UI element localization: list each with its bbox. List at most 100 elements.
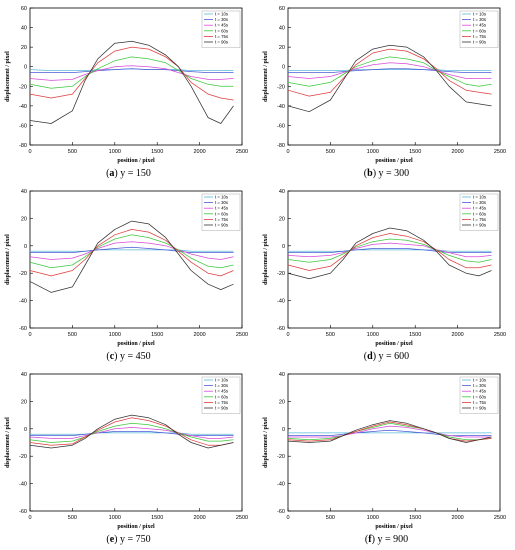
x-tick-label: 2500 (236, 515, 248, 521)
x-tick-label: 1500 (409, 149, 421, 155)
x-tick-label: 2500 (494, 332, 506, 338)
legend-label: t = 10s (215, 378, 228, 383)
legend-box (201, 10, 241, 48)
x-tick-label: 1500 (409, 332, 421, 338)
series-line-5 (29, 46, 234, 101)
series-line-3 (29, 241, 234, 260)
legend-label: t = 45s (215, 23, 228, 28)
panel-caption: (d) y = 600 (363, 351, 410, 362)
x-axis-label: position / pixel (117, 158, 155, 164)
panel-caption-text: y = 300 (378, 168, 410, 179)
chart-panel-c: 0 500 1000 1500 2000 2500 -60 -40 -20 0 20 40 positi… (0, 183, 257, 366)
x-tick-label: 0 (286, 515, 289, 521)
x-tick-label: 2000 (193, 332, 205, 338)
plot-frame (287, 373, 501, 512)
x-tick-label: 1500 (151, 332, 163, 338)
legend-label: t = 45s (473, 389, 486, 394)
y-axis-label: displacement / pixel (5, 234, 11, 285)
legend-label: t = 30s (473, 383, 486, 388)
y-tick-label: 0 (282, 427, 285, 433)
y-axis-label: displacement / pixel (263, 51, 269, 102)
x-tick-label: 500 (68, 515, 77, 521)
x-tick-label: 1500 (151, 149, 163, 155)
y-tick-label: -20 (19, 271, 27, 277)
legend-label: t = 75s (473, 217, 486, 222)
legend-label: t = 60s (473, 394, 486, 399)
x-tick-label: 0 (28, 515, 31, 521)
chart-svg: 0 500 1000 1500 2000 2500 -60 -40 -20 0 20 40 positi… (5, 372, 248, 530)
x-tick-label: 2000 (193, 515, 205, 521)
legend-label: t = 10s (215, 12, 228, 17)
x-tick-label: 500 (68, 149, 77, 155)
y-tick-label: 20 (21, 216, 27, 222)
series-line-4 (29, 234, 234, 269)
legend-box (201, 376, 241, 414)
x-tick-label: 0 (286, 332, 289, 338)
legend-label: t = 75s (215, 217, 228, 222)
series-line-3 (287, 62, 492, 79)
y-tick-label: -40 (19, 482, 27, 488)
y-tick-label: -20 (277, 271, 285, 277)
y-axis-label: displacement / pixel (5, 417, 11, 468)
panel-caption: (a) y = 150 (106, 168, 151, 179)
x-tick-label: 0 (28, 149, 31, 155)
y-tick-label: 40 (21, 189, 27, 195)
x-axis-label: position / pixel (117, 524, 155, 530)
series-line-2 (30, 431, 234, 436)
legend-label: t = 45s (215, 389, 228, 394)
series-line-6 (287, 227, 492, 280)
x-tick-label: 2000 (193, 149, 205, 155)
series-line-1 (288, 69, 492, 71)
legend-label: t = 75s (215, 400, 228, 405)
legend-label: t = 90s (473, 406, 486, 411)
x-tick-label: 1500 (151, 515, 163, 521)
series-line-1 (288, 249, 492, 252)
series-line-5 (287, 233, 492, 271)
legend-label: t = 30s (473, 200, 486, 205)
series-line-3 (29, 65, 234, 81)
panel-label: e (109, 534, 115, 545)
x-axis-label: position / pixel (375, 341, 413, 347)
legend-label: t = 10s (473, 12, 486, 17)
legend-label: t = 45s (215, 206, 228, 211)
y-tick-label: 20 (21, 399, 27, 405)
series-line-4 (287, 56, 492, 87)
panel-caption-text: y = 450 (120, 351, 151, 362)
legend-label: t = 60s (215, 394, 228, 399)
chart-panel-b: 0 500 1000 1500 2000 2500 -80 -60 -40 -20 0 20 40 60 p… (258, 0, 515, 183)
x-tick-label: 1000 (367, 332, 379, 338)
panel-caption-text: y = 150 (120, 168, 151, 179)
x-axis-label: position / pixel (375, 524, 413, 530)
legend-label: t = 10s (473, 195, 486, 200)
y-tick-label: -40 (19, 104, 27, 110)
y-axis-label: displacement / pixel (5, 51, 11, 102)
plot-frame (29, 190, 243, 329)
panel-caption: (f) y = 900 (364, 534, 409, 545)
y-tick-label: 20 (279, 216, 285, 222)
y-tick-label: 20 (279, 45, 285, 51)
series-line-2 (288, 429, 492, 436)
series-line-1 (30, 432, 234, 435)
legend-label: t = 90s (215, 406, 228, 411)
y-tick-label: -20 (19, 454, 27, 460)
y-tick-label: 40 (21, 372, 27, 378)
legend-label: t = 60s (215, 28, 228, 33)
series-line-6 (29, 414, 234, 449)
panel-caption-text: y = 600 (378, 351, 410, 362)
legend-label: t = 30s (473, 17, 486, 22)
y-tick-label: 40 (279, 189, 285, 195)
series-line-6 (287, 44, 492, 113)
panel-label: a (109, 168, 115, 179)
legend-box (459, 376, 499, 414)
x-tick-label: 2000 (451, 332, 463, 338)
legend-label: t = 30s (215, 200, 228, 205)
legend-label: t = 90s (215, 40, 228, 45)
legend-label: t = 75s (473, 34, 486, 39)
y-tick-label: -60 (19, 123, 27, 129)
y-tick-label: -60 (277, 123, 285, 129)
legend-label: t = 45s (473, 23, 486, 28)
panel-caption: (c) y = 450 (106, 351, 151, 362)
legend-label: t = 75s (215, 34, 228, 39)
series-line-3 (288, 425, 492, 438)
chart-svg: 0 500 1000 1500 2000 2500 -60 -40 -20 0 20 40 positi… (263, 189, 506, 347)
